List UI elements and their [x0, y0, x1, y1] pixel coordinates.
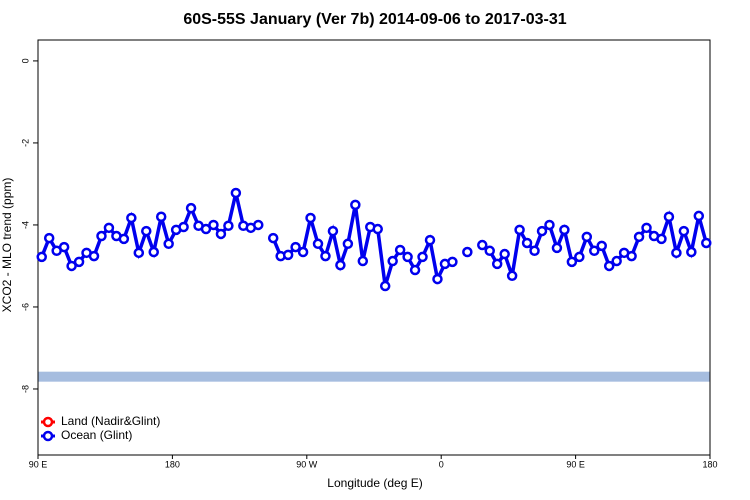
- x-axis-label: Longitude (deg E): [327, 476, 422, 490]
- series-point: [312, 238, 324, 250]
- series-point: [693, 210, 705, 222]
- series-point: [559, 224, 570, 236]
- x-tick-label: 90 W: [296, 459, 318, 469]
- series-point: [36, 251, 47, 263]
- series-point: [514, 224, 525, 236]
- y-tick-label: -6: [20, 303, 30, 311]
- series-point: [477, 239, 488, 251]
- series-point: [394, 244, 406, 256]
- series-point: [521, 237, 533, 249]
- x-tick-label: 180: [165, 459, 180, 469]
- plot-frame: [37, 39, 711, 456]
- series-point: [215, 228, 227, 240]
- series-point: [447, 256, 458, 268]
- chart-title: 60S-55S January (Ver 7b) 2014-09-06 to 2…: [183, 11, 566, 28]
- series-point: [641, 222, 652, 234]
- series-point: [402, 251, 413, 263]
- series-point: [544, 219, 555, 231]
- series-point: [200, 223, 212, 235]
- series-point: [409, 264, 421, 276]
- series-point: [581, 231, 593, 243]
- series-point: [536, 225, 548, 237]
- series-point: [603, 260, 615, 272]
- series-point: [58, 241, 70, 253]
- series-point: [148, 246, 159, 258]
- series-point: [223, 220, 234, 232]
- series-point: [387, 255, 398, 267]
- series-point: [267, 232, 279, 244]
- series-point: [379, 280, 391, 292]
- series-point: [506, 270, 518, 282]
- series-point: [611, 255, 622, 267]
- y-tick-label: -8: [20, 385, 30, 393]
- series-point: [320, 250, 331, 262]
- series-point: [342, 238, 354, 250]
- series-point: [551, 242, 563, 254]
- series-point: [462, 246, 473, 258]
- series-point: [178, 221, 189, 233]
- x-tick-label: 0: [439, 459, 444, 469]
- series-point: [327, 225, 339, 237]
- legend-label: Land (Nadir&Glint): [61, 414, 160, 428]
- series-point: [656, 233, 667, 245]
- series-point: [589, 245, 600, 257]
- series-point: [335, 259, 346, 271]
- series-point: [499, 248, 510, 260]
- series-point: [297, 246, 309, 258]
- series-point: [163, 238, 174, 250]
- y-tick-label: -2: [20, 139, 30, 147]
- series-point: [424, 234, 436, 246]
- series-point: [701, 237, 712, 249]
- legend-marker: [42, 430, 54, 442]
- series-point: [230, 187, 242, 199]
- series-point: [686, 246, 697, 258]
- x-tick-label: 180: [702, 459, 717, 469]
- series-point: [417, 251, 428, 263]
- series-point: [290, 241, 301, 253]
- series-point: [305, 212, 316, 224]
- series-point: [484, 245, 495, 257]
- band: [38, 371, 710, 382]
- series-point: [491, 258, 503, 270]
- series-point: [103, 222, 115, 234]
- series-point: [596, 240, 607, 252]
- series-point: [282, 249, 294, 261]
- series-point: [118, 233, 130, 245]
- series-point: [529, 245, 540, 257]
- series-point: [678, 225, 690, 237]
- series-point: [566, 256, 578, 268]
- series-point: [73, 256, 85, 268]
- series-point: [133, 247, 145, 259]
- series-point: [88, 250, 100, 262]
- series-point: [574, 251, 585, 263]
- y-axis-label: XCO2 - MLO trend (ppm): [0, 178, 14, 313]
- legend-label: Ocean (Glint): [61, 428, 132, 442]
- series-point: [372, 223, 383, 235]
- series-point: [141, 225, 152, 237]
- series-point: [126, 212, 137, 224]
- series-point: [432, 273, 443, 285]
- series-point: [626, 250, 637, 262]
- y-tick-label: -4: [20, 221, 30, 229]
- series-point: [96, 230, 107, 242]
- series-point: [633, 231, 645, 243]
- series-point: [208, 219, 219, 231]
- series-point: [350, 199, 361, 211]
- series-point: [671, 247, 682, 259]
- x-tick-label: 90 E: [29, 459, 48, 469]
- x-tick-label: 90 E: [566, 459, 585, 469]
- series-point: [155, 211, 167, 222]
- series-point: [663, 211, 675, 222]
- y-tick-label: 0: [20, 58, 30, 63]
- series-point: [43, 232, 55, 244]
- series-point: [253, 219, 264, 231]
- legend-marker: [42, 416, 54, 428]
- series-point: [357, 255, 369, 267]
- series-point: [185, 202, 197, 214]
- series-point: [66, 260, 77, 272]
